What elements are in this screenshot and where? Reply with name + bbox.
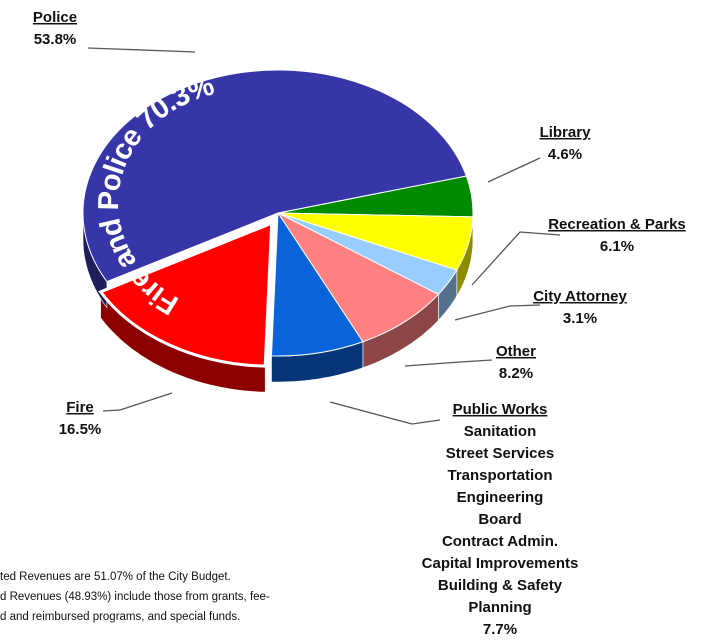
leader-line [87, 47, 196, 53]
value-label: 3.1% [563, 310, 597, 327]
legend-label: Public Works [453, 401, 548, 418]
footnote: ted Revenues are 51.07% of the City Budg… [0, 571, 231, 583]
sub-label: Sanitation [464, 423, 537, 440]
footnote: d Revenues (48.93%) include those from g… [0, 591, 270, 603]
value-label: 16.5% [59, 421, 102, 438]
value-label: 6.1% [600, 238, 634, 255]
footnote: d and reimbursed programs, and special f… [0, 611, 240, 623]
pie [82, 69, 474, 393]
slice [98, 220, 274, 368]
sub-label: Building & Safety [438, 577, 563, 594]
leader-line [471, 231, 561, 286]
sub-label: Capital Improvements [422, 555, 579, 572]
slice [276, 211, 440, 343]
leader-line [487, 157, 541, 183]
slice [82, 69, 468, 283]
sub-label: Transportation [447, 467, 552, 484]
sub-label: Planning [468, 599, 531, 616]
sub-label: Street Services [446, 445, 554, 462]
value-label: 8.2% [499, 365, 533, 382]
value-label: 7.7% [483, 621, 517, 638]
value-label: 53.8% [34, 31, 77, 48]
value-label: 4.6% [548, 146, 582, 163]
leader-line [329, 401, 441, 425]
sub-label: Contract Admin. [442, 533, 558, 550]
legend-label: Fire [66, 399, 94, 416]
legend-label: Other [496, 343, 536, 360]
leader-line [454, 304, 541, 321]
legend-label: City Attorney [533, 288, 627, 305]
sub-label: Board [478, 511, 521, 528]
slice [270, 211, 364, 357]
legend-label: Library [540, 124, 592, 141]
legend-label: Police [33, 9, 77, 26]
sub-label: Engineering [457, 489, 544, 506]
legend-label: Recreation & Parks [548, 216, 686, 233]
leader-line [404, 359, 493, 367]
leader-line [102, 392, 173, 412]
